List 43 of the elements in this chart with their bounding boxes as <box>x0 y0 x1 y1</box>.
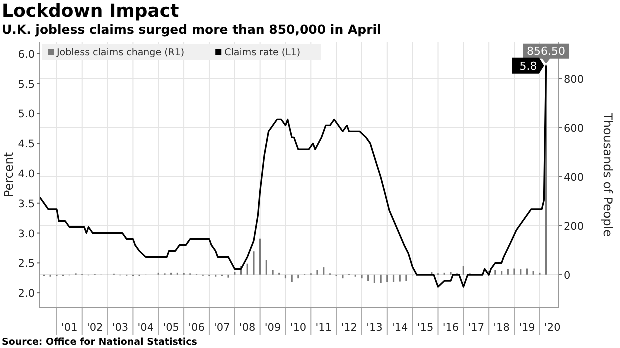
y2-tick-label: 200 <box>564 220 584 233</box>
x-tick-label: '06 <box>188 322 206 334</box>
y2-axis-title: Thousands of People <box>601 112 615 238</box>
chart-title: Lockdown Impact <box>2 1 180 22</box>
y-tick-label: 4.5 <box>18 138 35 151</box>
y-axis-title: Percent <box>2 152 16 198</box>
x-tick-label: '14 <box>392 322 409 334</box>
x-tick-label: '19 <box>519 322 536 334</box>
x-tick-label: '18 <box>494 322 510 334</box>
x-tick-label: '03 <box>112 322 129 334</box>
y-tick-label: 5.5 <box>18 78 35 91</box>
x-tick-label: '02 <box>86 322 104 334</box>
legend-label: Claims rate (L1) <box>224 48 301 58</box>
x-tick-label: '01 <box>62 322 78 334</box>
y-tick-label: 2.0 <box>18 288 35 300</box>
y-tick-label: 5.0 <box>18 108 35 121</box>
x-tick-label: '13 <box>366 322 383 334</box>
x-tick-label: '16 <box>442 322 460 334</box>
x-tick-label: '07 <box>214 322 230 334</box>
y2-tick-label: 800 <box>564 74 584 86</box>
x-tick-label: '04 <box>138 322 154 334</box>
data-label: 5.8 <box>520 60 538 73</box>
source-note: Source: Office for National Statistics <box>2 337 198 348</box>
y-tick-label: 3.5 <box>18 198 35 210</box>
y-tick-label: 3.0 <box>18 228 35 240</box>
y2-tick-label: 400 <box>564 172 584 184</box>
x-tick-label: '17 <box>468 322 485 334</box>
y-tick-label: 6.0 <box>18 48 35 61</box>
y-tick-label: 4.0 <box>18 168 35 181</box>
x-tick-label: '05 <box>163 322 180 334</box>
x-tick-label: '11 <box>316 322 332 334</box>
x-tick-label: '09 <box>264 322 282 334</box>
legend-label: Jobless claims change (R1) <box>56 48 185 58</box>
y-tick-label: 2.5 <box>18 258 35 270</box>
x-tick-label: '20 <box>544 322 561 334</box>
chart-subtitle: U.K. jobless claims surged more than 850,000 in April <box>2 22 382 37</box>
x-tick-label: '10 <box>290 322 307 334</box>
x-tick-label: '15 <box>417 322 434 334</box>
x-tick-label: '12 <box>341 322 358 334</box>
data-label: 856.50 <box>527 44 566 58</box>
y2-tick-label: 600 <box>564 122 584 135</box>
y2-tick-label: 0 <box>564 270 571 282</box>
x-tick-label: '08 <box>239 322 256 334</box>
